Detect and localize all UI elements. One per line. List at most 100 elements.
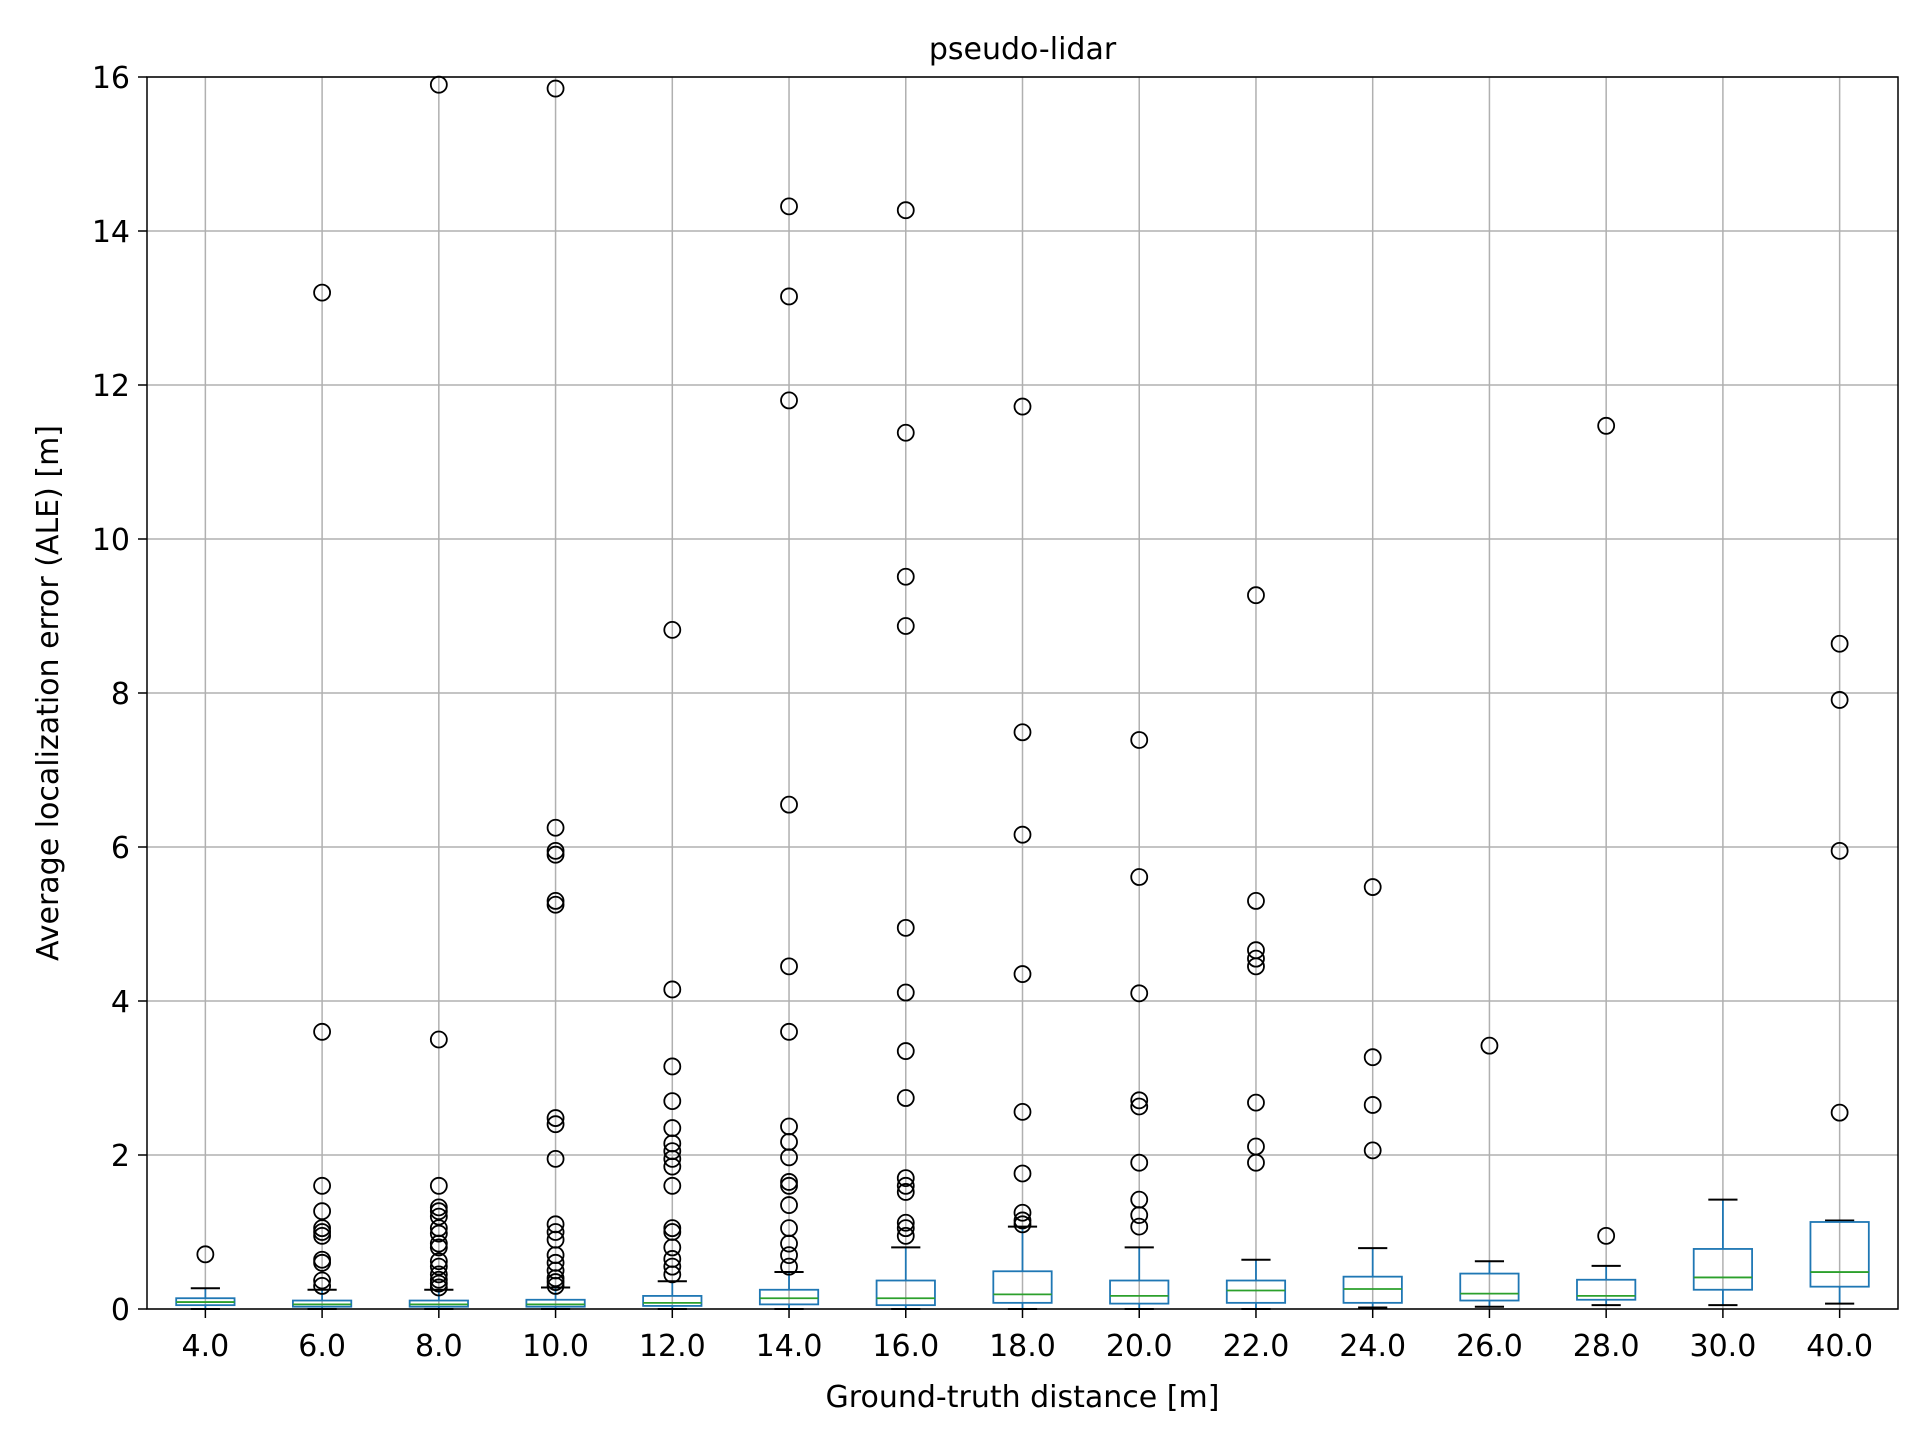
grid-lines [147,76,1898,1310]
outlier-point [1480,1036,1499,1055]
iqr-box [525,1298,586,1308]
outlier-point [546,1253,565,1272]
outlier-point [1247,941,1265,960]
outlier-point [780,1196,798,1214]
outlier-point [546,892,565,910]
outlier-point [313,1202,332,1221]
box-16.0 [875,201,936,1310]
outlier-point [780,1173,798,1191]
y-tick-label: 16 [92,61,130,96]
outlier-point [1013,1102,1032,1121]
outlier-point [429,1252,448,1271]
outlier-point [780,1117,798,1136]
outlier-point [896,1042,915,1060]
box-40.0 [1809,634,1870,1305]
outlier-point [313,1219,332,1238]
outlier-point [1830,841,1849,860]
outlier-point [1247,892,1265,910]
outlier-point [429,1198,448,1217]
outlier-point [1013,723,1032,742]
iqr-box [1809,1221,1870,1288]
outlier-point [1013,1203,1032,1222]
outlier-point [663,620,682,639]
outlier-point [663,1092,682,1110]
iqr-box [875,1279,936,1307]
x-tick-label: 4.0 [182,1329,230,1364]
outlier-point [780,287,798,306]
outlier-point [663,1142,682,1161]
outlier-point [1130,1190,1149,1209]
iqr-box [992,1270,1053,1304]
iqr-box [758,1288,820,1306]
x-tick-label: 40.0 [1806,1329,1873,1364]
y-tick-label: 14 [92,215,130,250]
outlier-point [663,1250,682,1268]
x-tick-label: 18.0 [989,1329,1056,1364]
outlier-point [546,841,565,860]
y-tick-label: 2 [111,1139,130,1174]
outlier-point [780,957,798,976]
x-tick-label: 28.0 [1573,1329,1640,1364]
axis-ticks: 0 2 4 6 8 10 12 14 16 4.0 6.0 8.0 10.0 12.0 14.0 16.0 18… [92,61,1873,1364]
box-26.0 [1459,1036,1520,1308]
outlier-point [780,391,798,410]
outlier-point [1830,634,1849,653]
iqr-box [642,1295,703,1307]
outlier-point [429,1030,448,1049]
outlier-point [896,983,915,1002]
outlier-point [896,617,915,635]
box-6.0 [292,283,353,1310]
y-axis-title: Average localization error (ALE) [m] [31,425,66,961]
outlier-point [780,1219,798,1238]
x-tick-label: 6.0 [298,1329,346,1364]
outlier-point [313,1022,332,1041]
outlier-point [1013,1211,1032,1230]
outlier-point [1130,868,1149,886]
outlier-point [896,1169,915,1187]
box-18.0 [992,397,1053,1310]
outlier-point [546,79,565,98]
outlier-point [1130,1091,1149,1110]
x-tick-label: 22.0 [1223,1329,1290,1364]
x-tick-label: 24.0 [1339,1329,1406,1364]
outlier-point [780,1257,798,1276]
outlier-point [313,1277,332,1295]
box-12.0 [642,620,703,1310]
box-8.0 [408,75,469,1310]
outlier-point [546,1109,565,1127]
outlier-point [663,1119,682,1137]
outlier-point [1830,1103,1849,1122]
outlier-point [1363,1096,1382,1114]
outlier-point [313,1250,332,1269]
y-tick-label: 10 [92,523,130,558]
box-30.0 [1692,1198,1753,1307]
x-axis-title: Ground-truth distance [m] [826,1380,1220,1415]
iqr-box [1459,1272,1520,1302]
iqr-box [1109,1279,1170,1305]
outlier-point [313,1271,332,1290]
outlier-point [663,980,682,999]
outlier-point [1130,1217,1149,1236]
outlier-point [896,1213,915,1232]
outlier-point [896,1176,915,1195]
outlier-point [546,1149,565,1168]
outlier-point [429,1219,448,1238]
y-tick-label: 0 [111,1293,130,1328]
outlier-point [1363,1048,1382,1067]
x-tick-label: 26.0 [1456,1329,1523,1364]
outlier-point [546,1223,565,1241]
y-tick-label: 6 [111,831,130,866]
outlier-point [1130,1153,1149,1172]
box-20.0 [1109,731,1170,1310]
outlier-point [546,818,565,837]
x-tick-label: 8.0 [415,1329,463,1364]
outlier-point [663,1219,682,1238]
outlier-point [1830,691,1849,709]
iqr-box [1692,1248,1753,1291]
outlier-point [896,1219,915,1238]
outlier-point [896,1183,915,1201]
outlier-point [1130,731,1149,749]
outlier-point [546,1215,565,1234]
outlier-point [896,567,915,586]
